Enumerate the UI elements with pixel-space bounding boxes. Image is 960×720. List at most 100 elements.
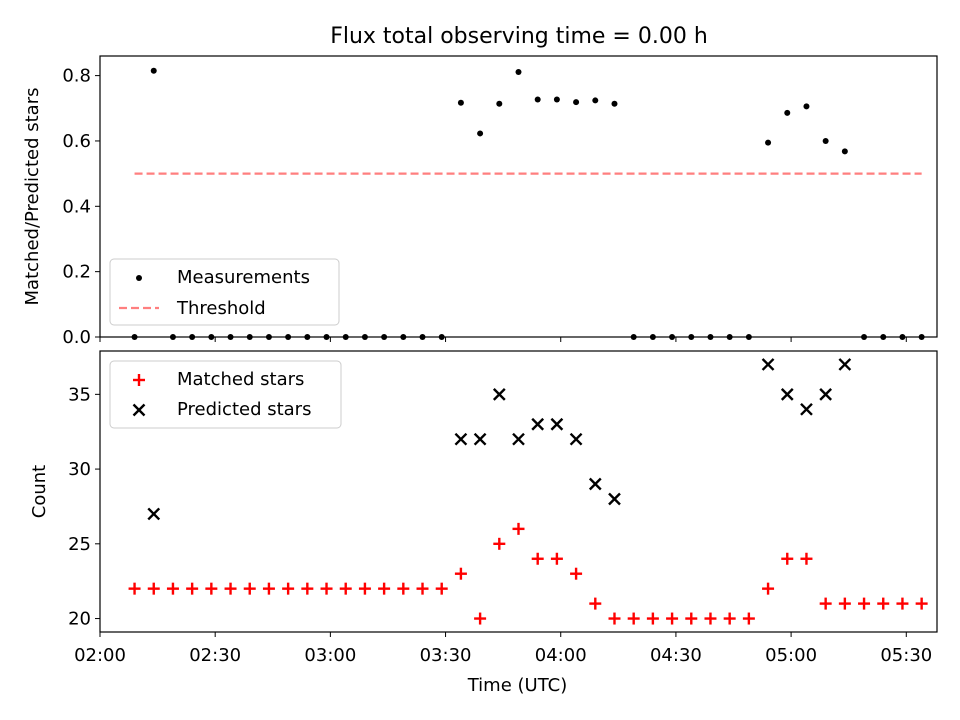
x-tick-label: 04:00	[535, 645, 587, 666]
bottom-legend: Matched stars Predicted stars	[109, 360, 342, 429]
matched-stars-point	[454, 567, 467, 580]
matched-stars-point	[147, 582, 160, 595]
x-b	[492, 387, 506, 401]
predicted-stars-point	[454, 432, 468, 446]
legend-box	[109, 360, 342, 429]
x-b	[531, 417, 545, 431]
legend-marker-predicted	[132, 403, 146, 417]
matched-stars-point	[838, 597, 851, 610]
y-tick-label: 0.6	[62, 131, 91, 152]
y-tick-label: 0.4	[62, 196, 91, 217]
measurement-point	[592, 97, 599, 104]
matched-stars-point	[666, 612, 679, 625]
x-tick-label: 05:30	[880, 645, 932, 666]
x-b	[588, 477, 602, 491]
legend-marker-matched	[133, 374, 145, 386]
matched-stars-point	[896, 597, 909, 610]
x-b	[454, 432, 468, 446]
legend-box	[109, 258, 340, 326]
matched-stars-point	[608, 612, 621, 625]
matched-stars-point	[186, 582, 199, 595]
x-tick-label: 02:00	[74, 645, 126, 666]
y-tick-label: 0.0	[62, 327, 91, 348]
predicted-stars-point	[569, 432, 583, 446]
predicted-stars-point	[550, 417, 564, 431]
x-b	[608, 492, 621, 506]
matched-stars-point	[531, 552, 544, 565]
x-b	[132, 403, 146, 417]
measurement-point	[534, 96, 541, 103]
measurement-point	[841, 148, 848, 155]
predicted-stars-point	[492, 387, 506, 401]
matched-stars-point	[685, 612, 698, 625]
y-tick-label: 25	[68, 534, 91, 555]
matched-stars-point	[435, 582, 448, 595]
matched-stars-point	[128, 582, 141, 595]
y-tick-label: 0.2	[62, 262, 91, 283]
matched-stars-point	[819, 597, 832, 610]
matched-stars-point	[243, 582, 256, 595]
top-plot-frame	[99, 55, 938, 338]
bottom-panel-counts: 20 25 30 35 02:00 02:30 03:00 03:30 04:00 04:30 05…	[29, 350, 938, 696]
x-tick-label: 05:00	[765, 645, 817, 666]
legend-label-measurements: Measurements	[177, 267, 310, 288]
predicted-stars-point	[761, 358, 775, 371]
predicted-stars-point	[780, 387, 794, 401]
matched-stars-point	[742, 612, 755, 625]
x-b	[780, 387, 794, 401]
y-axis-label: Matched/Predicted stars	[22, 88, 43, 306]
measurement-point	[457, 99, 464, 106]
measurement-point	[765, 139, 772, 146]
x-b	[800, 402, 813, 416]
x-b	[838, 358, 852, 371]
bottom-plot-frame	[99, 350, 938, 633]
predicted-stars-point	[838, 358, 852, 371]
matched-stars-point	[627, 612, 640, 625]
matched-stars-point	[762, 582, 775, 595]
matched-stars-point	[723, 612, 736, 625]
x-axis-label: Time (UTC)	[467, 675, 568, 696]
predicted-stars-point	[147, 507, 161, 521]
matched-stars-point	[512, 522, 525, 535]
matched-stars-point	[646, 612, 659, 625]
y-tick-label: 20	[68, 609, 91, 630]
x-b	[512, 432, 525, 446]
matched-stars-point	[550, 552, 563, 565]
measurement-point	[611, 100, 618, 107]
top-panel-ratio: 0.0 0.2 0.4 0.6 0.8 Matched/Predicted stars Me…	[22, 55, 938, 348]
predicted-stars-point	[800, 402, 813, 416]
measurement-point	[573, 99, 580, 106]
predicted-stars-point	[512, 432, 525, 446]
matched-stars-point	[339, 582, 352, 595]
predicted-stars-point	[608, 492, 621, 506]
y-tick-label: 30	[68, 459, 91, 480]
x-b	[761, 358, 775, 371]
legend-marker-measurements	[136, 275, 142, 281]
x-b	[147, 507, 161, 521]
matched-stars-point	[474, 612, 487, 625]
matched-stars-point	[301, 582, 314, 595]
measurement-point	[822, 137, 829, 144]
matched-stars-point	[224, 582, 237, 595]
measurement-point	[803, 103, 810, 110]
x-tick-label: 02:30	[189, 645, 241, 666]
x-b	[819, 387, 833, 401]
measurement-point	[553, 96, 560, 103]
figure-title: Flux total observing time = 0.00 h	[330, 24, 708, 49]
predicted-stars-point	[473, 432, 487, 446]
matched-stars-point	[416, 582, 429, 595]
x-tick-label: 03:30	[420, 645, 472, 666]
top-legend: Measurements Threshold	[109, 258, 340, 326]
matched-stars-point	[320, 582, 333, 595]
matched-stars-point	[397, 582, 410, 595]
y-tick-label: 0.8	[62, 66, 91, 87]
x-b	[550, 417, 564, 431]
matched-stars-point	[781, 552, 794, 565]
matched-stars-point	[205, 582, 218, 595]
y-tick-label: 35	[68, 384, 91, 405]
measurement-point	[515, 69, 522, 76]
matched-stars-point	[704, 612, 717, 625]
x-tick-label: 04:30	[650, 645, 702, 666]
measurement-point	[477, 130, 484, 137]
legend-label-matched: Matched stars	[177, 369, 304, 390]
